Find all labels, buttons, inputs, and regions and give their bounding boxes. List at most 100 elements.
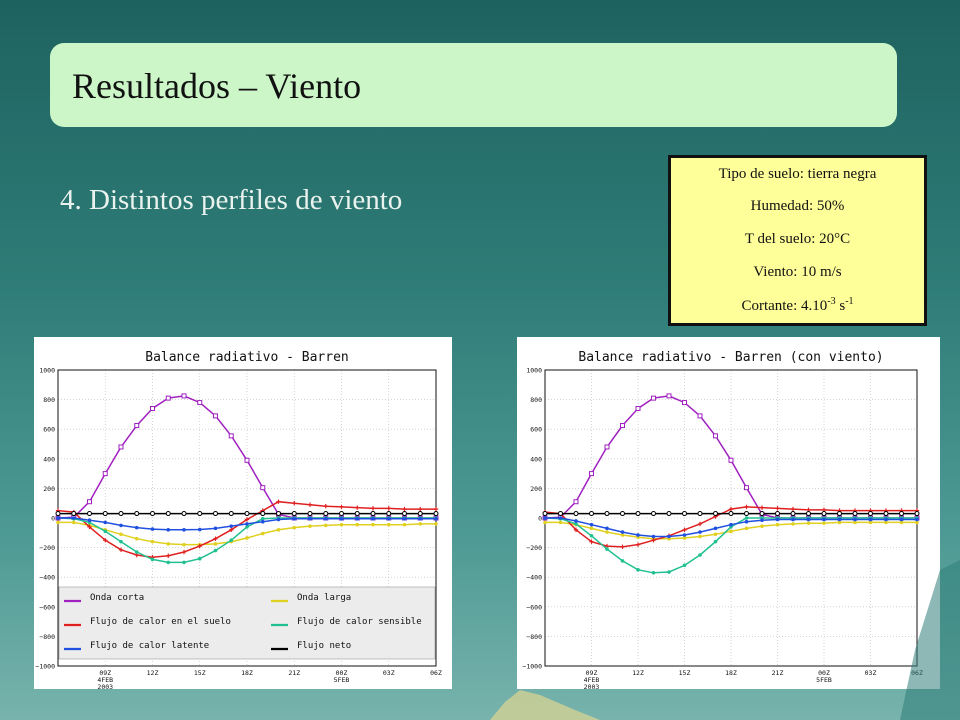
- chart2-point-flujo-neto: [713, 511, 718, 517]
- chart2-point-onda-larga: [729, 529, 733, 534]
- chart1-point-flujo-latente: [245, 522, 249, 526]
- chart2-point-onda-corta: [744, 485, 749, 491]
- chart2-point-flujo-suelo: [682, 527, 687, 533]
- chart1-point-onda-corta: [181, 393, 187, 399]
- chart1-point-flujo-suelo: [276, 499, 281, 504]
- chart1-point-flujo-suelo: [118, 547, 124, 553]
- chart1-point-onda-corta: [260, 485, 266, 491]
- parameters-box: Tipo de suelo: tierra negra Humedad: 50%…: [668, 155, 927, 326]
- chart1-xtick-label: 03Z: [383, 669, 395, 677]
- chart1-point-onda-corta: [118, 444, 124, 450]
- chart1-point-flujo-sensible: [150, 557, 155, 562]
- chart2-point-onda-larga: [698, 534, 702, 539]
- chart2-point-flujo-suelo: [759, 505, 765, 510]
- chart1-point-flujo-latente: [260, 519, 265, 524]
- chart1-point-onda-larga: [339, 522, 344, 527]
- chart1-point-flujo-suelo: [197, 543, 202, 549]
- chart1-ytick-label: 1000: [39, 367, 55, 375]
- chart2-point-flujo-neto: [558, 511, 563, 517]
- chart1-point-flujo-latente: [323, 516, 328, 521]
- chart1-point-onda-larga: [386, 522, 391, 527]
- chart1-point-flujo-latente: [292, 516, 297, 521]
- chart1-point-flujo-neto: [260, 511, 266, 517]
- chart2-point-onda-larga: [822, 521, 826, 525]
- chart1-point-flujo-latente: [386, 516, 391, 521]
- chart2-point-flujo-neto: [744, 511, 749, 517]
- chart2-point-onda-larga: [543, 520, 547, 525]
- chart1-legend-label-flujo-sensible: Flujo de calor sensible: [297, 617, 422, 627]
- chart2-point-flujo-latente: [620, 530, 625, 534]
- chart1-ytick-label: 0: [51, 515, 55, 523]
- chart1-point-onda-larga: [134, 536, 139, 541]
- chart1-point-flujo-neto: [244, 511, 250, 517]
- chart1-point-flujo-latente: [276, 517, 281, 522]
- chart2-xtick-label: 06Z: [911, 669, 923, 677]
- chart1-point-flujo-neto: [291, 511, 297, 517]
- chart1-legend-label-flujo-latente: Flujo de calor latente: [90, 641, 209, 651]
- chart1-point-flujo-suelo: [181, 549, 187, 555]
- param-shear-unit-exp: -1: [845, 296, 854, 307]
- chart1-point-onda-larga: [355, 522, 360, 527]
- chart1-point-flujo-suelo: [166, 553, 171, 558]
- chart2-xtick-label: 18Z: [725, 669, 737, 677]
- chart2-point-onda-larga: [806, 521, 811, 525]
- chart1-point-flujo-suelo: [418, 506, 423, 512]
- chart2-point-flujo-suelo: [589, 539, 594, 544]
- chart2-point-flujo-neto: [728, 511, 734, 517]
- chart1-point-flujo-sensible: [197, 556, 202, 561]
- chart1-legend-label-onda-larga: Onda larga: [297, 593, 351, 603]
- chart2-xtick-label: 5FEB: [816, 676, 832, 684]
- chart2-point-onda-larga: [775, 522, 780, 527]
- chart1-point-flujo-latente: [229, 524, 234, 528]
- chart1-point-flujo-neto: [181, 511, 187, 517]
- chart1-point-flujo-neto: [323, 511, 329, 517]
- chart1-point-onda-larga: [260, 531, 265, 536]
- chart2-point-onda-larga: [853, 520, 857, 525]
- chart2-point-flujo-neto: [775, 511, 780, 517]
- chart1-point-flujo-latente: [56, 516, 60, 520]
- chart1-ytick-label: −1000: [35, 663, 55, 671]
- chart2-point-onda-larga: [884, 520, 888, 525]
- chart1-point-onda-corta: [228, 433, 234, 439]
- chart1-point-flujo-latente: [87, 518, 92, 523]
- chart2-point-flujo-latente: [806, 517, 811, 522]
- param-shear-exp: -3: [827, 296, 836, 307]
- chart1-point-flujo-sensible: [229, 538, 234, 542]
- chart2-point-flujo-neto: [759, 511, 765, 517]
- chart1-point-flujo-suelo: [292, 501, 297, 506]
- chart1-point-flujo-latente: [308, 516, 312, 521]
- chart1-point-flujo-suelo: [213, 536, 218, 541]
- slide-title: Resultados – Viento: [72, 66, 362, 106]
- chart1-point-flujo-latente: [418, 516, 423, 521]
- chart1-point-flujo-neto: [134, 511, 140, 517]
- chart1-point-flujo-latente: [402, 516, 407, 521]
- chart2-ytick-label: −400: [526, 574, 542, 582]
- chart1-point-flujo-neto: [71, 511, 77, 517]
- chart1-point-flujo-latente: [197, 527, 202, 532]
- chart1-point-onda-corta: [102, 471, 108, 477]
- chart2-ytick-label: −1000: [522, 663, 542, 671]
- chart2-point-onda-larga: [605, 530, 609, 534]
- chart1-point-flujo-neto: [433, 511, 439, 517]
- chart2-point-flujo-latente: [574, 519, 578, 523]
- chart2-point-onda-larga: [682, 536, 687, 540]
- chart2-point-flujo-sensible: [667, 570, 671, 574]
- chart2-point-flujo-neto: [651, 511, 656, 517]
- chart1-point-flujo-neto: [197, 511, 203, 517]
- chart1-legend-label-flujo-neto: Flujo neto: [297, 641, 351, 651]
- chart2-point-flujo-sensible: [651, 570, 656, 575]
- chart2-point-flujo-neto: [821, 511, 827, 517]
- chart1-point-onda-larga: [213, 542, 218, 546]
- chart2-title: Balance radiativo - Barren (con viento): [578, 350, 883, 365]
- chart2-point-flujo-neto: [604, 511, 610, 517]
- chart1-point-onda-larga: [308, 524, 312, 528]
- chart1-point-onda-larga: [292, 525, 297, 530]
- chart2-point-flujo-latente: [543, 516, 547, 520]
- chart2-point-flujo-neto: [542, 511, 548, 517]
- chart1-legend-label-flujo-suelo: Flujo de calor en el suelo: [90, 617, 231, 627]
- chart2-point-onda-larga: [620, 533, 625, 537]
- chart1-point-onda-corta: [213, 413, 218, 419]
- chart1-point-flujo-neto: [386, 511, 392, 517]
- chart2-point-onda-corta: [713, 433, 718, 439]
- chart2-point-flujo-latente: [698, 530, 702, 534]
